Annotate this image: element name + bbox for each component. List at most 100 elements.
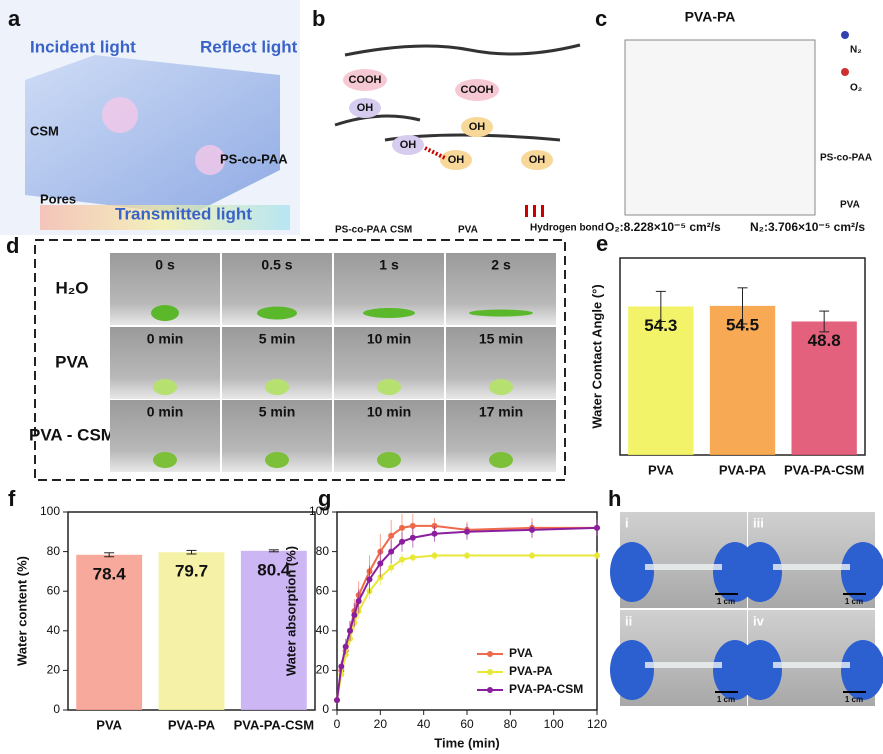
panel-label: b xyxy=(312,6,325,31)
x-tick-label: 60 xyxy=(460,717,474,731)
scale-label: 1 cm xyxy=(717,695,735,704)
panel-label: f xyxy=(8,486,16,511)
scale-label: 1 cm xyxy=(717,597,735,606)
row-label: PVA - CSM xyxy=(29,425,115,444)
legend-label: PVA-PA xyxy=(509,664,553,678)
droplet xyxy=(363,308,415,318)
point xyxy=(342,643,349,650)
legend-marker xyxy=(487,687,493,693)
group: OH xyxy=(469,121,486,133)
group-bg xyxy=(392,135,424,155)
group: OH xyxy=(448,154,465,166)
panel-label: g xyxy=(318,486,331,511)
panel-label: e xyxy=(596,231,608,256)
glove xyxy=(738,640,782,700)
frame xyxy=(34,239,566,481)
label: PS-co-PAA xyxy=(220,151,288,166)
scale-label: 1 cm xyxy=(845,695,863,704)
point xyxy=(399,556,405,563)
point xyxy=(464,552,470,559)
droplet xyxy=(489,379,513,395)
legend-label: PS-co-PAA xyxy=(820,153,872,164)
diffusion: O₂:8.228×10⁻⁵ cm²/s xyxy=(605,220,721,234)
point xyxy=(409,522,416,529)
time-label: 0.5 s xyxy=(261,257,292,273)
x-tick-label: PVA-PA xyxy=(719,462,767,477)
y-axis-label: Water absorption (%) xyxy=(283,546,298,676)
time-label: 1 s xyxy=(379,257,399,273)
y-tick-label: 80 xyxy=(316,544,330,558)
label: CSM xyxy=(30,123,59,138)
bar xyxy=(791,321,857,455)
row-label: PVA xyxy=(55,352,89,371)
droplet xyxy=(265,452,289,468)
point xyxy=(529,552,535,559)
time-label: 17 min xyxy=(479,404,523,420)
time-label: 0 min xyxy=(147,331,184,347)
photo-label: i xyxy=(625,515,629,530)
legend-label: PVA xyxy=(458,225,478,236)
molecule xyxy=(841,31,849,39)
group: OH xyxy=(357,102,374,114)
time-label: 2 s xyxy=(491,257,511,273)
x-tick-label: PVA-PA-CSM xyxy=(234,717,314,732)
chart: f Water content (%) 0 20 40 60 80 100 PVA 78.4 PVA… xyxy=(8,486,316,732)
row-label: H₂O xyxy=(55,278,88,297)
group: COOH xyxy=(349,74,382,86)
droplet xyxy=(257,306,297,320)
line xyxy=(336,554,597,701)
x-tick-label: PVA xyxy=(96,717,122,732)
droplet xyxy=(489,452,513,468)
cube xyxy=(25,55,280,215)
x-tick-label: 20 xyxy=(374,717,388,731)
value-label: 48.8 xyxy=(808,331,841,350)
panel-d: d H₂O 0 s 0.5 s 1 s 2 s PVA 0 min 5 min 10 min 15… xyxy=(6,233,566,481)
legend-mark xyxy=(541,205,544,217)
y-tick-label: 80 xyxy=(47,544,61,558)
chart: e Water Contact Angle (°) PVA 54.3 PVA-PA 54.… xyxy=(589,231,866,477)
bar xyxy=(158,552,225,710)
point xyxy=(388,564,395,571)
time-label: 15 min xyxy=(479,331,523,347)
panel-label: c xyxy=(595,6,607,31)
x-tick-label: 80 xyxy=(504,717,518,731)
time-label: 10 min xyxy=(367,331,411,347)
panel-c: c PVA-PA N₂ O₂ PS-co-PAA PVA O₂:8.228×10… xyxy=(595,6,872,234)
x-tick-label: 40 xyxy=(417,717,431,731)
panel-b: b COOH OH COOH OH OH OH OH PS-co-PAA CSM… xyxy=(312,6,604,236)
hydrogel xyxy=(773,662,850,668)
axes-frame xyxy=(336,511,598,711)
photo-label: iv xyxy=(753,613,765,628)
point xyxy=(388,532,395,539)
legend-label: Hydrogen bond xyxy=(530,223,604,234)
x-tick-label: 120 xyxy=(587,717,607,731)
x-tick-label: 0 xyxy=(334,717,341,731)
legend-label: CSM xyxy=(390,225,412,236)
label: Reflect light xyxy=(200,37,298,56)
title: PVA-PA xyxy=(685,9,736,25)
legend-label: PS-co-PAA xyxy=(335,225,387,236)
bar xyxy=(240,550,307,710)
y-tick-label: 0 xyxy=(53,702,60,716)
value-label: 80.4 xyxy=(257,560,291,579)
glove xyxy=(841,542,883,602)
point xyxy=(409,534,416,541)
panel-label: h xyxy=(608,486,621,511)
x-tick-label: PVA-PA-CSM xyxy=(784,462,864,477)
point xyxy=(399,538,405,545)
y-axis-label: Water content (%) xyxy=(14,556,29,666)
point xyxy=(409,554,416,561)
value-label: 54.3 xyxy=(644,316,677,335)
droplet xyxy=(265,379,289,395)
point xyxy=(347,627,353,634)
x-tick-label: PVA xyxy=(648,462,674,477)
x-tick-label: PVA-PA xyxy=(168,717,216,732)
y-tick-label: 40 xyxy=(47,623,61,637)
group: OH xyxy=(529,154,546,166)
legend-mark xyxy=(525,205,528,217)
point xyxy=(334,697,340,704)
group: COOH xyxy=(461,84,494,96)
pore xyxy=(102,97,138,133)
